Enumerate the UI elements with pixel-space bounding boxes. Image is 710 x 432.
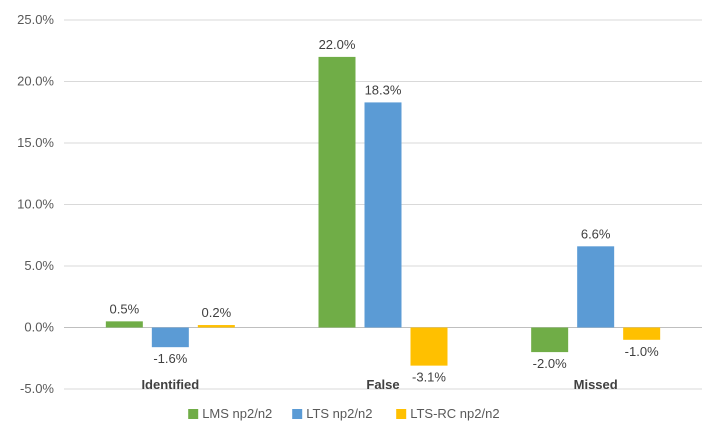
- legend: LMS np2/n2 LTS np2/n2 LTS-RC np2/n2: [188, 406, 500, 421]
- data-label: -1.6%: [153, 351, 187, 366]
- y-tick-label: 20.0%: [17, 74, 54, 89]
- bar: [197, 325, 235, 328]
- bar: [364, 102, 402, 328]
- y-axis-tick-labels: 25.0% 20.0% 15.0% 10.0% 5.0% 0.0% -5.0%: [17, 12, 54, 396]
- legend-item: LTS np2/n2: [292, 406, 372, 421]
- category-labels: Identified False Missed: [141, 377, 617, 392]
- bars: [105, 56, 661, 366]
- category-label: Missed: [574, 377, 618, 392]
- data-label: 18.3%: [365, 82, 402, 97]
- data-label: -1.0%: [625, 344, 659, 359]
- bar: [410, 327, 448, 366]
- data-label: -2.0%: [533, 356, 567, 371]
- y-tick-label: 0.0%: [24, 320, 54, 335]
- data-label: -3.1%: [412, 370, 446, 385]
- bar: [531, 327, 569, 353]
- y-tick-label: 10.0%: [17, 197, 54, 212]
- legend-swatch: [188, 409, 199, 419]
- data-labels: 0.5% -1.6% 0.2% 22.0% 18.3% -3.1% -2.0% 6.6% -1.…: [110, 37, 660, 385]
- bar: [577, 246, 615, 328]
- bar: [318, 56, 356, 328]
- category-label: False: [366, 377, 399, 392]
- data-label: 0.5%: [110, 301, 140, 316]
- y-tick-label: -5.0%: [20, 381, 54, 396]
- y-tick-label: 15.0%: [17, 135, 54, 150]
- data-label: 0.2%: [202, 305, 232, 320]
- data-label: 22.0%: [319, 37, 356, 52]
- legend-item: LTS-RC np2/n2: [396, 406, 500, 421]
- bar: [151, 327, 189, 348]
- legend-label: LTS-RC np2/n2: [410, 406, 499, 421]
- y-tick-label: 5.0%: [24, 258, 54, 273]
- y-tick-label: 25.0%: [17, 12, 54, 27]
- bar: [623, 327, 661, 340]
- legend-label: LMS np2/n2: [202, 406, 272, 421]
- legend-swatch: [396, 409, 407, 419]
- legend-label: LTS np2/n2: [306, 406, 372, 421]
- data-label: 6.6%: [581, 226, 611, 241]
- bar: [105, 321, 143, 328]
- category-label: Identified: [141, 377, 199, 392]
- legend-item: LMS np2/n2: [188, 406, 272, 421]
- legend-swatch: [292, 409, 303, 419]
